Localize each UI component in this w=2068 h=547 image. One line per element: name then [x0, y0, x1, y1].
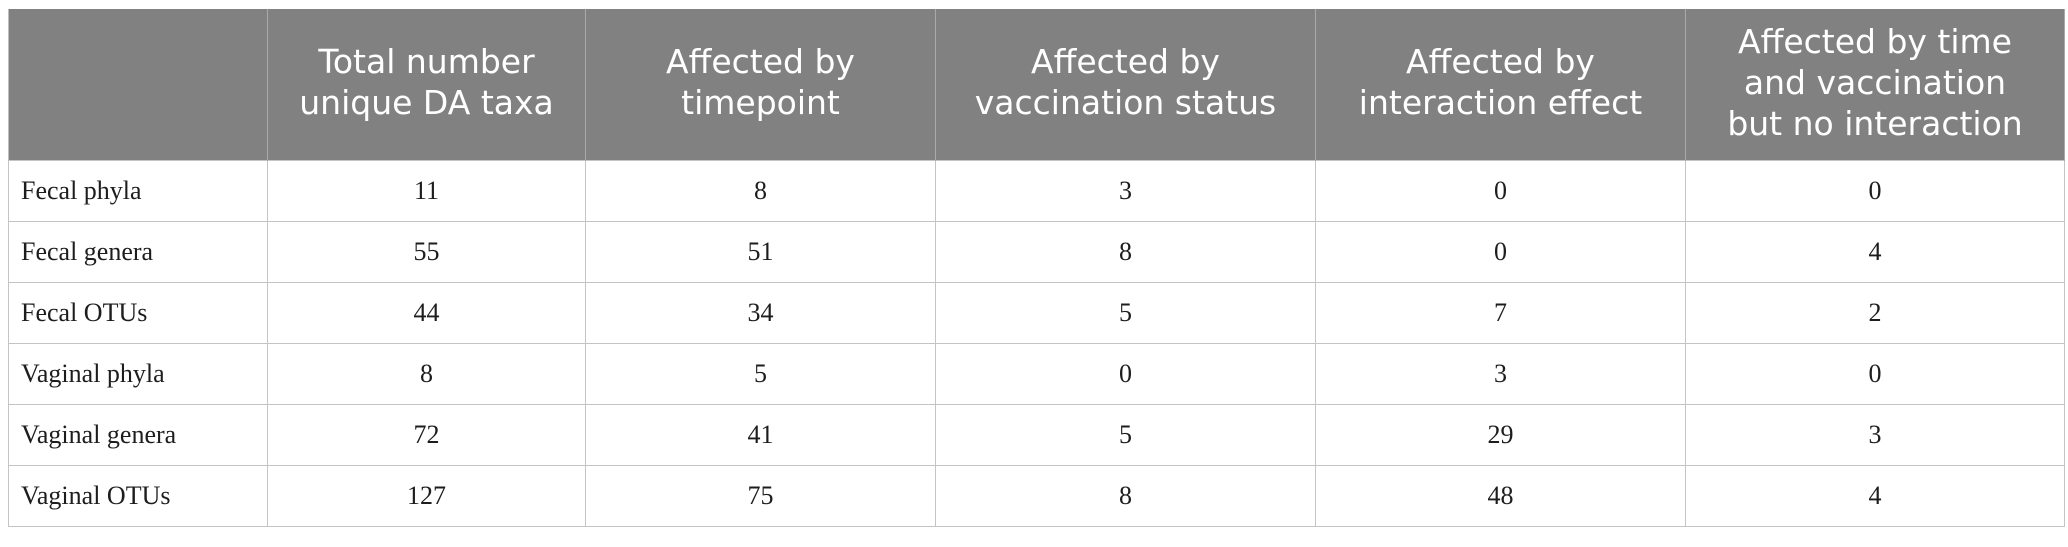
cell-interaction: 7	[1315, 281, 1686, 344]
cell-time-and-vaccination: 3	[1685, 403, 2065, 466]
cell-time-and-vaccination: 2	[1685, 281, 2065, 344]
cell-time-and-vaccination: 4	[1685, 464, 2065, 527]
cell-timepoint: 41	[585, 403, 936, 466]
header-row: Total number unique DA taxa Affected by …	[8, 9, 2065, 160]
da-taxa-table: Total number unique DA taxa Affected by …	[8, 9, 2065, 527]
cell-total: 11	[267, 159, 586, 222]
cell-total: 127	[267, 464, 586, 527]
cell-timepoint: 34	[585, 281, 936, 344]
cell-vaccination: 0	[935, 342, 1316, 405]
cell-timepoint: 8	[585, 159, 936, 222]
cell-timepoint: 75	[585, 464, 936, 527]
cell-interaction: 29	[1315, 403, 1686, 466]
header-affected-by-interaction-effect: Affected by interaction effect	[1315, 9, 1686, 160]
row-label: Vaginal OTUs	[8, 464, 268, 527]
cell-vaccination: 3	[935, 159, 1316, 222]
cell-interaction: 48	[1315, 464, 1686, 527]
cell-vaccination: 8	[935, 464, 1316, 527]
header-affected-by-timepoint: Affected by timepoint	[585, 9, 936, 160]
cell-interaction: 3	[1315, 342, 1686, 405]
header-corner-cell	[8, 9, 268, 160]
table-row: Vaginal genera 72 41 5 29 3	[8, 403, 2065, 466]
cell-vaccination: 8	[935, 220, 1316, 283]
row-label: Vaginal genera	[8, 403, 268, 466]
cell-interaction: 0	[1315, 159, 1686, 222]
table-row: Fecal OTUs 44 34 5 7 2	[8, 281, 2065, 344]
header-affected-by-vaccination-status: Affected by vaccination status	[935, 9, 1316, 160]
table-row: Vaginal OTUs 127 75 8 48 4	[8, 464, 2065, 527]
table-row: Fecal genera 55 51 8 0 4	[8, 220, 2065, 283]
cell-total: 72	[267, 403, 586, 466]
table-row: Fecal phyla 11 8 3 0 0	[8, 159, 2065, 222]
cell-time-and-vaccination: 0	[1685, 342, 2065, 405]
row-label: Vaginal phyla	[8, 342, 268, 405]
header-affected-by-time-and-vaccination: Affected by time and vaccination but no …	[1685, 9, 2065, 160]
cell-time-and-vaccination: 4	[1685, 220, 2065, 283]
row-label: Fecal phyla	[8, 159, 268, 222]
header-total-unique-da-taxa: Total number unique DA taxa	[267, 9, 586, 160]
cell-total: 44	[267, 281, 586, 344]
cell-timepoint: 51	[585, 220, 936, 283]
cell-timepoint: 5	[585, 342, 936, 405]
row-label: Fecal genera	[8, 220, 268, 283]
cell-total: 55	[267, 220, 586, 283]
cell-interaction: 0	[1315, 220, 1686, 283]
cell-total: 8	[267, 342, 586, 405]
cell-time-and-vaccination: 0	[1685, 159, 2065, 222]
cell-vaccination: 5	[935, 281, 1316, 344]
table-header: Total number unique DA taxa Affected by …	[8, 9, 2065, 160]
row-label: Fecal OTUs	[8, 281, 268, 344]
cell-vaccination: 5	[935, 403, 1316, 466]
data-table-container: Total number unique DA taxa Affected by …	[8, 9, 2065, 527]
table-body: Fecal phyla 11 8 3 0 0 Fecal genera 55 5…	[8, 159, 2065, 527]
table-row: Vaginal phyla 8 5 0 3 0	[8, 342, 2065, 405]
